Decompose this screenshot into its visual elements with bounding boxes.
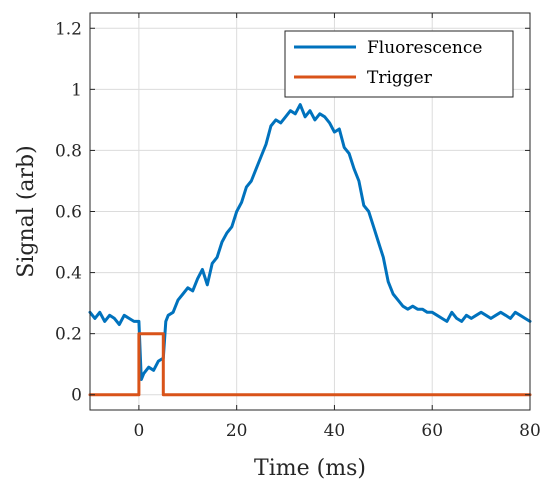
y-tick-label: 0.4 — [55, 264, 82, 284]
x-tick-label: 0 — [133, 421, 144, 441]
tick-marks — [90, 13, 531, 410]
x-tick-label: 40 — [324, 421, 346, 441]
x-tick-label: 20 — [226, 421, 248, 441]
series-lines — [88, 103, 532, 397]
y-tick-label: 1 — [71, 80, 82, 100]
y-tick-label: 0.6 — [55, 203, 82, 223]
legend-label-trigger: Trigger — [367, 68, 433, 88]
y-tick-label: 1.2 — [55, 19, 82, 39]
legend-label-fluorescence: Fluorescence — [367, 38, 482, 58]
legend-box — [284, 30, 514, 98]
x-tick-label: 80 — [519, 421, 541, 441]
series-line-trigger — [88, 332, 532, 397]
y-tick-label: 0 — [71, 386, 82, 406]
y-axis-title: Signal (arb) — [14, 145, 39, 277]
y-tick-label: 0.8 — [55, 141, 82, 161]
y-tick-label: 0.2 — [55, 325, 82, 345]
legend: Fluorescence Trigger — [284, 30, 514, 98]
x-axis-title: Time (ms) — [254, 456, 366, 481]
x-tick-labels: 0 20 40 60 80 — [133, 421, 540, 441]
series-line-fluorescence — [88, 103, 532, 381]
x-tick-label: 60 — [421, 421, 443, 441]
y-tick-labels: 0 0.2 0.4 0.6 0.8 1 1.2 — [55, 19, 82, 405]
